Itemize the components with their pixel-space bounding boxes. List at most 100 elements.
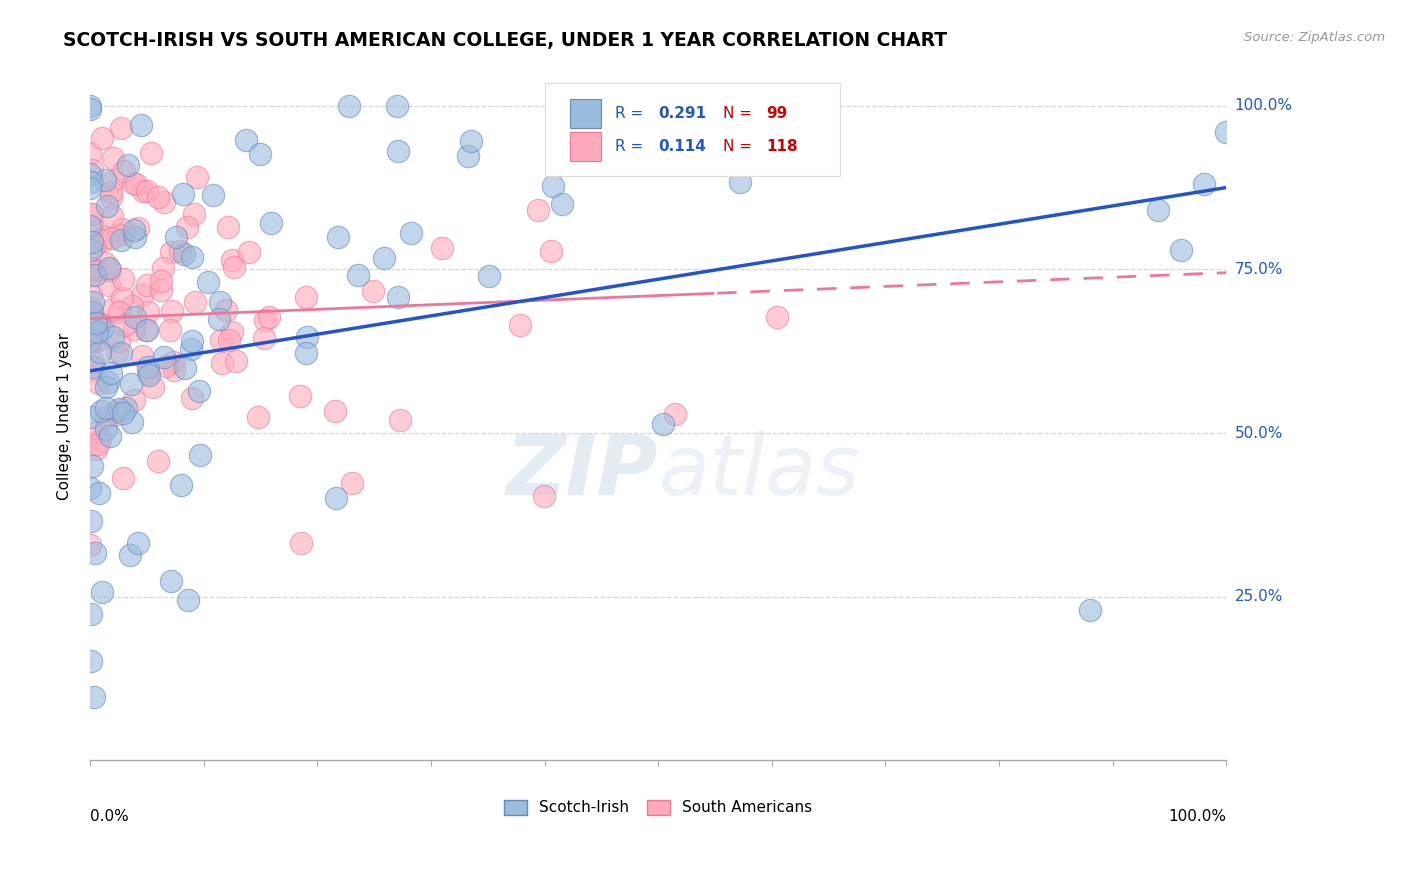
Point bbox=[385, 99, 408, 113]
Point bbox=[169, 244, 191, 258]
Point bbox=[96, 199, 118, 213]
Point bbox=[208, 312, 231, 326]
Point bbox=[664, 407, 686, 421]
Point bbox=[159, 323, 181, 337]
Text: ZIP: ZIP bbox=[506, 431, 658, 512]
Point bbox=[111, 221, 134, 235]
Point bbox=[1170, 243, 1192, 257]
Point bbox=[122, 176, 145, 190]
Point bbox=[80, 409, 103, 424]
Text: R =: R = bbox=[614, 139, 648, 154]
Text: 0.291: 0.291 bbox=[658, 106, 706, 121]
Point bbox=[82, 458, 104, 473]
Point bbox=[150, 274, 173, 288]
Point bbox=[79, 538, 101, 552]
Point bbox=[177, 593, 200, 607]
Text: 99: 99 bbox=[766, 106, 787, 121]
Point bbox=[124, 178, 146, 192]
Point bbox=[87, 316, 110, 330]
Point bbox=[82, 354, 104, 368]
Point bbox=[136, 304, 159, 318]
Point bbox=[217, 219, 239, 234]
Point bbox=[110, 233, 132, 247]
Point bbox=[84, 316, 107, 330]
Point bbox=[87, 437, 110, 451]
Point bbox=[225, 354, 247, 368]
Point bbox=[188, 384, 211, 399]
Point bbox=[110, 346, 132, 360]
Point bbox=[136, 322, 159, 336]
Point bbox=[222, 260, 245, 275]
Point bbox=[79, 235, 101, 250]
Point bbox=[111, 406, 134, 420]
Text: N =: N = bbox=[723, 106, 756, 121]
Text: SCOTCH-IRISH VS SOUTH AMERICAN COLLEGE, UNDER 1 YEAR CORRELATION CHART: SCOTCH-IRISH VS SOUTH AMERICAN COLLEGE, … bbox=[63, 31, 948, 50]
Point bbox=[101, 209, 124, 223]
Point bbox=[101, 174, 124, 188]
Point bbox=[80, 162, 103, 177]
Point bbox=[1215, 125, 1237, 139]
Point bbox=[80, 235, 103, 250]
Point bbox=[82, 305, 104, 319]
FancyBboxPatch shape bbox=[544, 83, 839, 176]
Point bbox=[254, 313, 277, 327]
Point bbox=[246, 409, 269, 424]
Point bbox=[98, 277, 121, 292]
Point bbox=[387, 290, 409, 304]
Point bbox=[79, 181, 101, 195]
Point bbox=[90, 404, 112, 418]
Point bbox=[295, 346, 318, 360]
Point bbox=[478, 268, 501, 283]
Point bbox=[163, 362, 186, 376]
Point bbox=[183, 207, 205, 221]
Point bbox=[89, 345, 111, 359]
Point bbox=[105, 408, 128, 422]
Point bbox=[173, 360, 195, 375]
Point bbox=[108, 228, 131, 243]
Point bbox=[218, 333, 240, 347]
Point bbox=[295, 290, 318, 304]
Point bbox=[80, 288, 103, 302]
Point bbox=[373, 251, 395, 265]
Point bbox=[136, 367, 159, 381]
Point bbox=[127, 536, 149, 550]
Point bbox=[79, 309, 101, 323]
Text: 100.0%: 100.0% bbox=[1168, 808, 1226, 823]
Point bbox=[87, 486, 110, 500]
Point bbox=[159, 244, 181, 259]
Point bbox=[138, 360, 160, 375]
Point bbox=[136, 184, 159, 198]
Point bbox=[253, 331, 276, 345]
Point bbox=[347, 268, 370, 282]
Point bbox=[188, 448, 211, 462]
Point bbox=[108, 334, 131, 349]
Point bbox=[98, 428, 121, 442]
Point bbox=[80, 363, 103, 377]
Point bbox=[79, 334, 101, 349]
Point bbox=[80, 268, 103, 282]
Point bbox=[87, 376, 110, 390]
Point bbox=[162, 355, 184, 369]
Point bbox=[148, 190, 170, 204]
Point bbox=[90, 317, 112, 331]
Point bbox=[160, 574, 183, 588]
FancyBboxPatch shape bbox=[569, 99, 602, 128]
Point bbox=[100, 301, 122, 316]
Point bbox=[100, 185, 122, 199]
Point bbox=[153, 350, 176, 364]
Point bbox=[260, 216, 283, 230]
Point bbox=[79, 305, 101, 319]
Point bbox=[197, 275, 219, 289]
Point bbox=[146, 454, 169, 468]
Point bbox=[100, 367, 122, 381]
Point bbox=[131, 349, 153, 363]
Point bbox=[211, 356, 233, 370]
Point bbox=[104, 405, 127, 419]
Point bbox=[328, 230, 350, 244]
Point bbox=[509, 318, 531, 332]
Point bbox=[160, 303, 183, 318]
Point bbox=[186, 170, 208, 185]
Point bbox=[730, 175, 752, 189]
Point bbox=[430, 241, 453, 255]
Point bbox=[181, 250, 204, 264]
